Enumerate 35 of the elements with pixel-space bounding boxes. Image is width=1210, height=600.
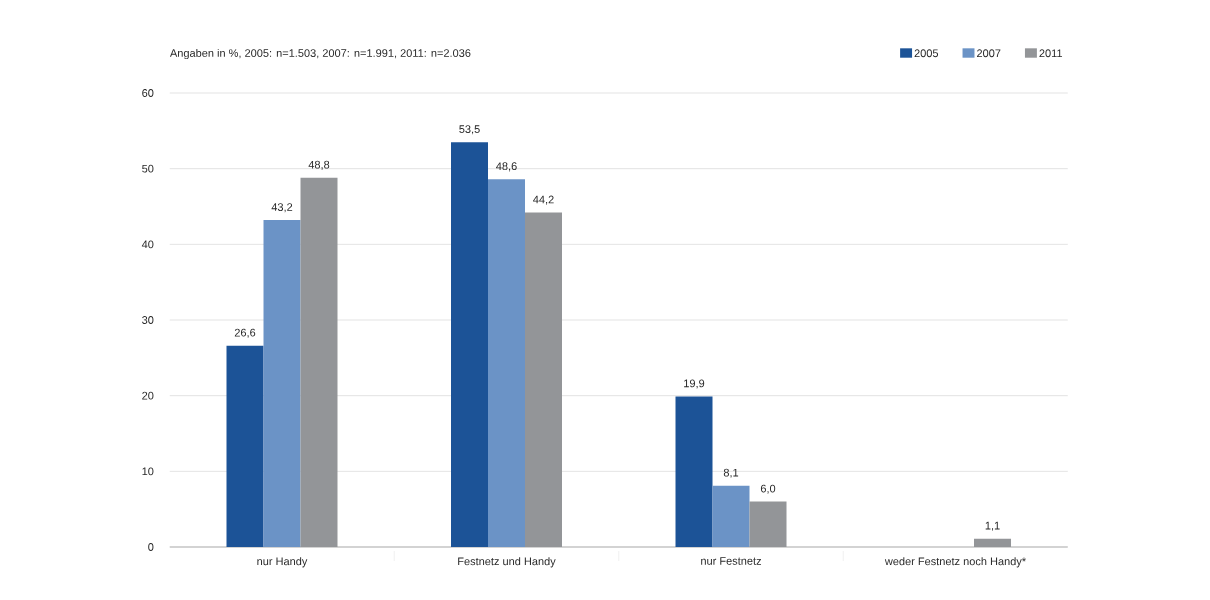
data-label: 53,5 — [459, 125, 480, 135]
data-label: 48,8 — [308, 160, 330, 170]
bar — [974, 538, 1012, 547]
data-label: 44,2 — [533, 195, 554, 205]
bar — [712, 485, 750, 547]
bar — [488, 179, 525, 547]
y-tick-label: 0 — [148, 543, 154, 551]
data-label: 48,6 — [496, 162, 517, 172]
bar — [675, 396, 713, 547]
bar — [300, 177, 338, 547]
y-tick-label: 40 — [141, 240, 154, 249]
bar — [263, 220, 301, 547]
data-label: 19,9 — [684, 379, 705, 389]
x-tick-label: nur Festnetz — [701, 557, 762, 565]
bar — [749, 501, 787, 547]
bar — [525, 212, 563, 547]
y-tick-label: 10 — [142, 467, 154, 476]
y-tick-label: 30 — [142, 316, 154, 324]
legend-label: 2011 — [1039, 49, 1063, 58]
x-tick-label: nur Handy — [257, 557, 308, 568]
legend-label: 2007 — [977, 49, 1001, 58]
data-label: 43,2 — [271, 203, 293, 213]
y-tick-label: 50 — [142, 164, 154, 173]
y-tick-label: 20 — [142, 391, 154, 400]
bar — [226, 345, 264, 547]
data-label: 6,0 — [760, 484, 776, 494]
bar — [451, 142, 489, 547]
data-label: 8,1 — [723, 468, 739, 478]
x-tick-label: weder Festnetz noch Handy* — [884, 557, 1026, 568]
data-label: 1,1 — [985, 521, 1000, 531]
data-label: 26,6 — [234, 328, 256, 338]
chart-subtitle: Angaben in %, 2005: n=1.503, 2007: n=1.991, 2011: n=2.036 — [169, 48, 471, 60]
legend-label: 2005 — [914, 49, 939, 58]
x-tick-label: Festnetz und Handy — [458, 557, 556, 568]
y-tick-label: 60 — [142, 89, 154, 97]
